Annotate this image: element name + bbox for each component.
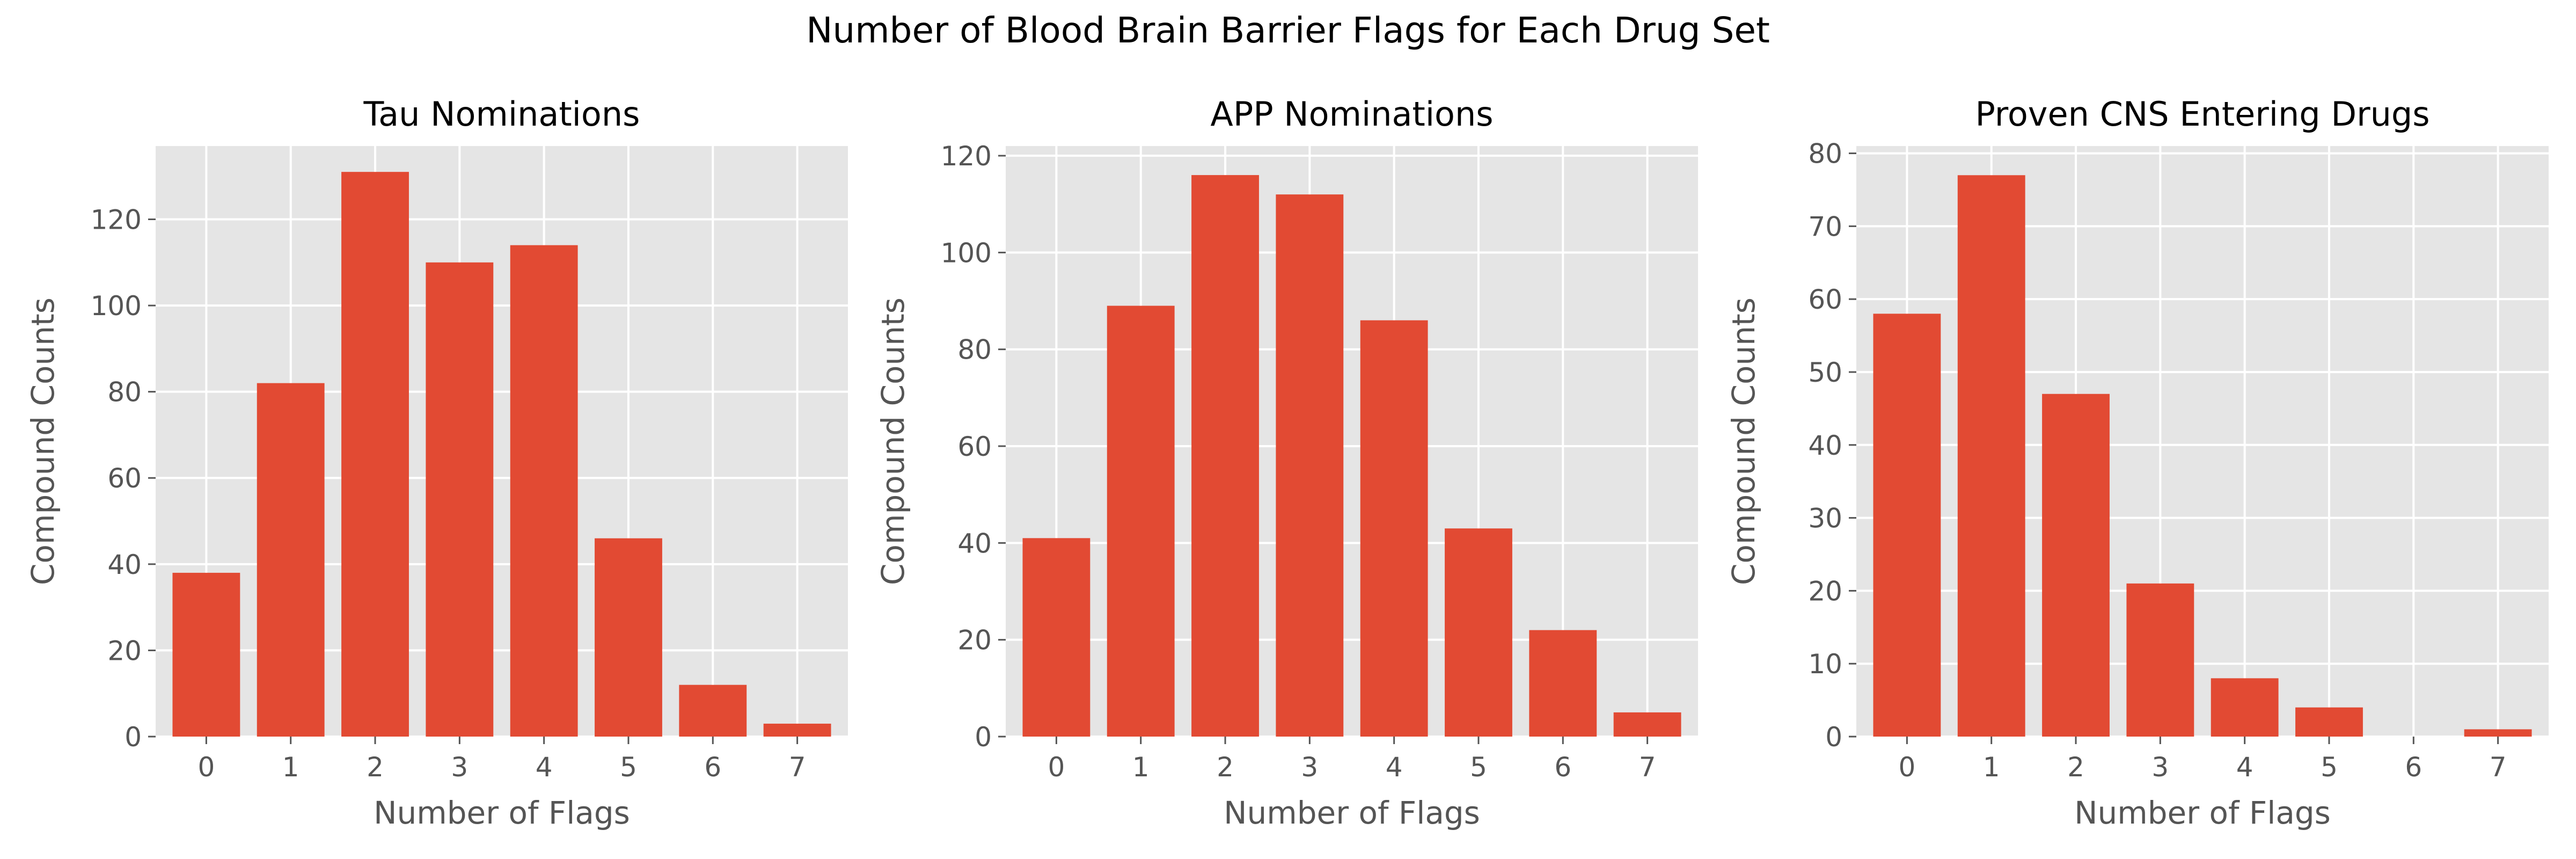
x-axis-label: Number of Flags bbox=[374, 795, 630, 831]
bar bbox=[1107, 305, 1175, 737]
bar bbox=[1445, 528, 1512, 737]
bar bbox=[172, 572, 240, 737]
bar bbox=[1613, 712, 1681, 737]
bar bbox=[1191, 175, 1259, 737]
bar bbox=[1873, 314, 1941, 737]
bar bbox=[1957, 175, 2025, 737]
x-tick-label: 7 bbox=[1639, 752, 1656, 783]
chart-title: APP Nominations bbox=[1210, 94, 1493, 134]
x-tick-label: 6 bbox=[1554, 752, 1571, 783]
bar bbox=[2211, 678, 2279, 737]
bar bbox=[2042, 394, 2110, 737]
x-tick-label: 7 bbox=[2490, 752, 2507, 783]
y-tick-label: 120 bbox=[91, 204, 142, 235]
y-tick-label: 100 bbox=[91, 290, 142, 322]
y-tick-label: 80 bbox=[1808, 139, 1842, 170]
bar bbox=[763, 723, 831, 737]
x-tick-label: 4 bbox=[1386, 752, 1403, 783]
x-tick-label: 2 bbox=[367, 752, 384, 783]
y-tick-label: 70 bbox=[1808, 211, 1842, 242]
x-tick-label: 5 bbox=[2321, 752, 2338, 783]
chart-panel-3: 0 10 20 30 40 50 60 70 80 0 1 2 3 4 5 6 7 Proven CNS Ente… bbox=[1725, 94, 2549, 831]
x-tick-label: 6 bbox=[704, 752, 721, 783]
bar bbox=[679, 685, 747, 737]
y-tick-label: 20 bbox=[957, 625, 992, 656]
x-tick-label: 4 bbox=[2236, 752, 2253, 783]
bar bbox=[426, 262, 494, 737]
x-tick-label: 0 bbox=[1898, 752, 1915, 783]
x-tick-label: 3 bbox=[451, 752, 468, 783]
y-tick-label: 0 bbox=[1825, 722, 1842, 753]
y-tick-label: 40 bbox=[957, 528, 992, 559]
x-tick-label: 2 bbox=[1217, 752, 1234, 783]
bar bbox=[1360, 320, 1428, 737]
figure-title: Number of Blood Brain Barrier Flags for … bbox=[806, 10, 1770, 51]
x-axis-label: Number of Flags bbox=[1224, 795, 1480, 831]
y-tick-label: 80 bbox=[107, 377, 142, 408]
y-tick-label: 60 bbox=[957, 431, 992, 462]
bar bbox=[257, 383, 325, 737]
y-axis-label: Compound Counts bbox=[875, 297, 911, 585]
x-tick-label: 0 bbox=[197, 752, 215, 783]
x-tick-label: 3 bbox=[2151, 752, 2169, 783]
x-tick-label: 5 bbox=[1470, 752, 1487, 783]
y-tick-label: 100 bbox=[941, 237, 992, 268]
x-tick-label: 6 bbox=[2405, 752, 2422, 783]
bar bbox=[2126, 583, 2194, 737]
y-tick-label: 80 bbox=[957, 334, 992, 366]
y-tick-label: 20 bbox=[107, 635, 142, 666]
bar bbox=[2295, 707, 2363, 737]
bar bbox=[595, 538, 662, 737]
x-tick-label: 1 bbox=[1983, 752, 2000, 783]
y-tick-label: 30 bbox=[1808, 503, 1842, 534]
y-tick-label: 10 bbox=[1808, 649, 1842, 680]
x-tick-label: 3 bbox=[1301, 752, 1318, 783]
y-tick-label: 50 bbox=[1808, 357, 1842, 388]
y-tick-label: 40 bbox=[1808, 430, 1842, 461]
bar bbox=[2464, 729, 2532, 737]
y-axis-label: Compound Counts bbox=[25, 297, 61, 585]
x-axis-label: Number of Flags bbox=[2074, 795, 2331, 831]
chart-title: Tau Nominations bbox=[363, 94, 640, 134]
x-tick-label: 1 bbox=[1132, 752, 1150, 783]
x-tick-label: 1 bbox=[282, 752, 299, 783]
x-tick-label: 4 bbox=[536, 752, 553, 783]
y-tick-label: 0 bbox=[125, 722, 142, 753]
x-tick-label: 7 bbox=[789, 752, 806, 783]
y-tick-label: 40 bbox=[107, 549, 142, 580]
chart-panel-1: 0 20 40 60 80 100 120 0 1 2 3 4 5 6 7 Tau Nominations Nu… bbox=[25, 94, 848, 831]
y-tick-label: 120 bbox=[941, 141, 992, 172]
bar bbox=[1529, 630, 1597, 737]
y-tick-label: 60 bbox=[107, 463, 142, 494]
y-tick-label: 0 bbox=[975, 722, 992, 753]
bar bbox=[510, 245, 578, 737]
chart-panel-2: 0 20 40 60 80 100 120 0 1 2 3 4 5 6 7 APP Nominations Nu… bbox=[875, 94, 1698, 831]
y-tick-label: 20 bbox=[1808, 576, 1842, 607]
bar bbox=[341, 172, 409, 737]
bar bbox=[1022, 538, 1091, 737]
x-tick-label: 0 bbox=[1048, 752, 1065, 783]
y-axis-label: Compound Counts bbox=[1725, 297, 1762, 585]
bar bbox=[1276, 194, 1344, 737]
chart-title: Proven CNS Entering Drugs bbox=[1975, 94, 2429, 134]
x-tick-label: 2 bbox=[2067, 752, 2084, 783]
x-tick-label: 5 bbox=[620, 752, 637, 783]
y-tick-label: 60 bbox=[1808, 284, 1842, 315]
